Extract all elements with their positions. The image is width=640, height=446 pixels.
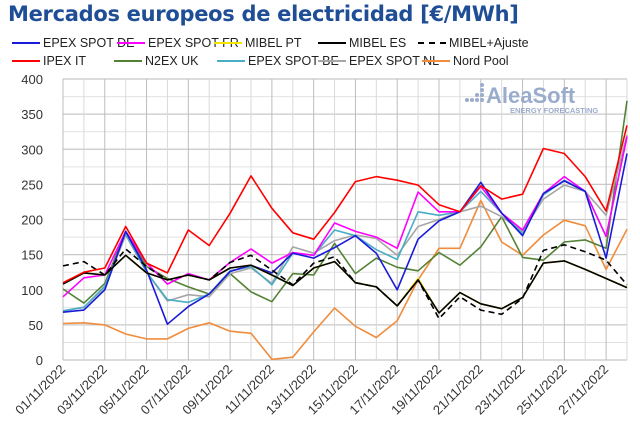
legend-swatch xyxy=(217,60,245,62)
y-tick-label: 200 xyxy=(21,213,43,228)
y-tick-label: 50 xyxy=(29,318,43,333)
legend-label: Nord Pool xyxy=(453,54,509,68)
legend-item: IPEX IT xyxy=(12,54,86,68)
y-axis-ticks: 0 50 100 150 200 250 300 350 400 xyxy=(21,72,43,368)
legend-label: EPEX SPOT FR xyxy=(148,36,239,50)
legend-swatch xyxy=(117,42,145,44)
legend-label: EPEX SPOT BE xyxy=(248,54,339,68)
series-lines xyxy=(62,100,628,361)
logo-dots-icon xyxy=(465,83,484,102)
legend-item: EPEX SPOT FR xyxy=(117,36,239,50)
legend-label: IPEX IT xyxy=(43,54,87,68)
legend-label: MIBEL PT xyxy=(245,36,302,50)
legend-swatch xyxy=(422,60,450,62)
legend-item: EPEX SPOT BE xyxy=(217,54,339,68)
legend-label: N2EX UK xyxy=(145,54,199,68)
legend-label: EPEX SPOT DE xyxy=(43,36,135,50)
y-tick-label: 0 xyxy=(36,353,43,368)
series-line-epex-spot-be xyxy=(62,136,628,312)
legend-label: MIBEL+Ajuste xyxy=(449,36,529,50)
y-tick-label: 350 xyxy=(21,107,43,122)
y-tick-label: 400 xyxy=(21,72,43,87)
legend-item: EPEX SPOT DE xyxy=(12,36,134,50)
y-tick-label: 100 xyxy=(21,283,43,298)
legend-swatch xyxy=(318,60,346,62)
legend-swatch xyxy=(214,42,242,44)
legend-swatch xyxy=(418,42,446,44)
series-line-epex-spot-de xyxy=(62,153,628,325)
legend-item: EPEX SPOT NL xyxy=(318,54,439,68)
series-line-nord-pool xyxy=(62,199,628,361)
legend-item: N2EX UK xyxy=(114,54,199,68)
legend-item: MIBEL ES xyxy=(318,36,406,50)
series-line-ipex-it xyxy=(62,125,628,284)
chart-title: Mercados europeos de electricidad [€/MWh… xyxy=(8,2,519,26)
y-tick-label: 300 xyxy=(21,142,43,157)
legend-item: Nord Pool xyxy=(422,54,509,68)
legend-swatch xyxy=(114,60,142,62)
legend-label: MIBEL ES xyxy=(349,36,407,50)
y-tick-label: 150 xyxy=(21,248,43,263)
legend-swatch xyxy=(12,60,40,62)
series-line-epex-spot-fr xyxy=(62,136,628,298)
series-line-epex-spot-nl xyxy=(62,134,628,312)
x-axis-ticks: 01/11/202203/11/202205/11/202207/11/2022… xyxy=(12,362,611,418)
series-line-mibel-ajuste xyxy=(62,244,628,320)
legend-label: EPEX SPOT NL xyxy=(349,54,440,68)
legend-item: MIBEL+Ajuste xyxy=(418,36,529,50)
logo-name: AleaSoft xyxy=(486,83,576,108)
legend-swatch xyxy=(12,42,40,44)
series-line-mibel-es xyxy=(62,254,628,314)
legend-item: MIBEL PT xyxy=(214,36,302,50)
aleasoft-logo: AleaSoft ENERGY FORECASTING xyxy=(465,83,598,115)
y-tick-label: 250 xyxy=(21,177,43,192)
logo-tagline: ENERGY FORECASTING xyxy=(510,106,598,115)
legend-swatch xyxy=(318,42,346,44)
